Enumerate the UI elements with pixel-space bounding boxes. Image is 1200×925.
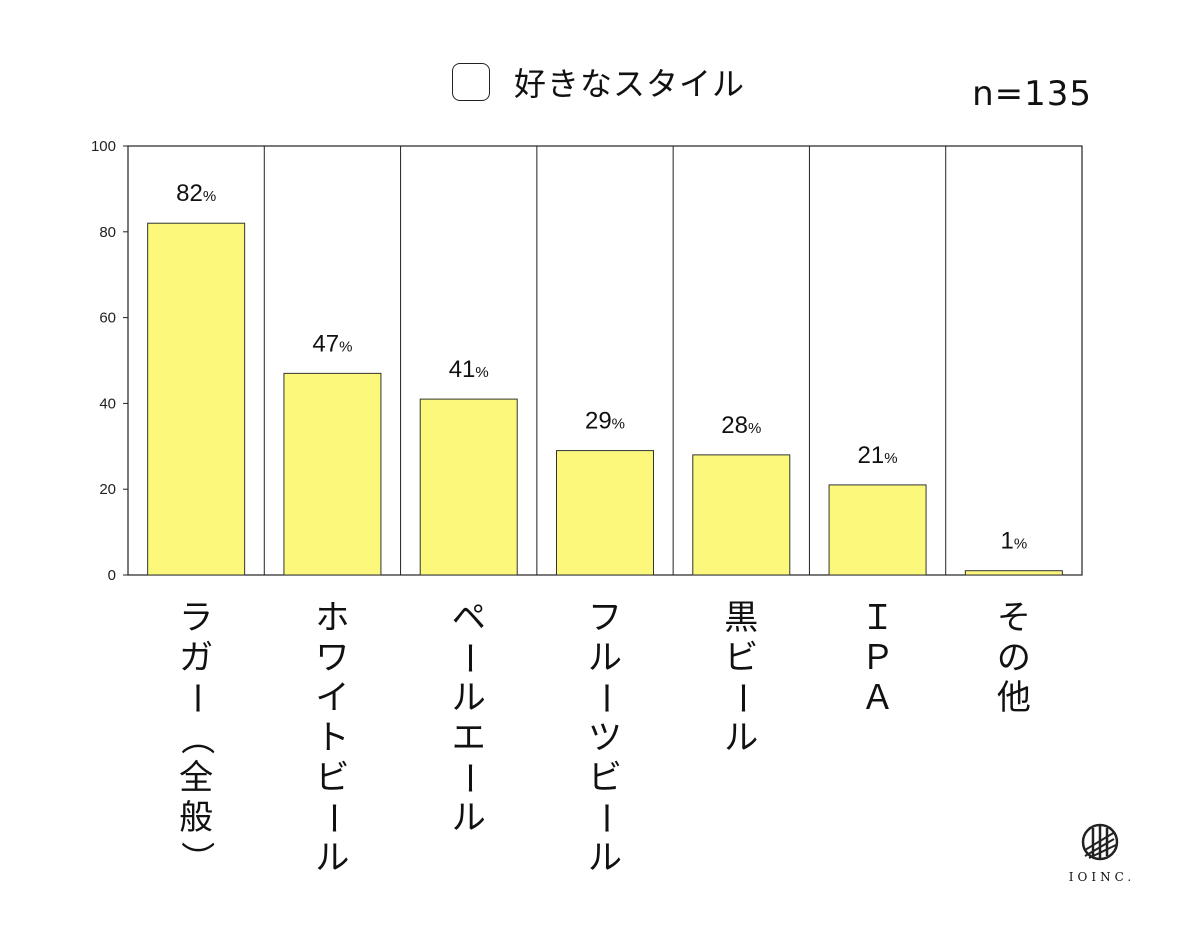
- y-tick-label: 80: [99, 224, 116, 241]
- svg-text:ル: ル: [588, 838, 622, 878]
- svg-text:の: の: [997, 638, 1031, 678]
- data-label: 29%: [585, 408, 625, 435]
- bar: [147, 222, 246, 576]
- data-label: 28%: [721, 412, 761, 439]
- svg-text:他: 他: [997, 678, 1031, 718]
- legend-label: 好きなスタイル: [514, 65, 746, 103]
- svg-text:ラ: ラ: [179, 598, 213, 638]
- x-tick-label: ＩＰＡ: [861, 598, 895, 718]
- svg-text:ガ: ガ: [179, 638, 213, 678]
- svg-text:ル: ル: [724, 718, 758, 758]
- svg-text:ツ: ツ: [588, 718, 622, 758]
- svg-text:般: 般: [179, 798, 213, 838]
- x-tick-label: その他: [997, 598, 1031, 718]
- data-label: 41%: [449, 356, 489, 383]
- legend-swatch: [452, 63, 490, 101]
- svg-text:ル: ル: [588, 638, 622, 678]
- svg-text:ー: ー: [585, 801, 625, 835]
- svg-text:フ: フ: [588, 598, 622, 638]
- y-tick-label: 40: [99, 395, 116, 412]
- svg-text:Ｉ: Ｉ: [861, 598, 895, 638]
- logo-text: IOINC.: [1068, 870, 1136, 884]
- data-label: 1%: [1001, 528, 1028, 555]
- svg-text:ペ: ペ: [452, 598, 486, 638]
- y-tick-label: 60: [99, 310, 116, 327]
- svg-text:（: （: [176, 721, 216, 755]
- y-tick-label: 20: [99, 481, 116, 498]
- svg-text:ル: ル: [452, 678, 486, 718]
- company-logo: IOINC.: [1060, 822, 1140, 884]
- svg-text:ー: ー: [176, 681, 216, 715]
- x-tick-label: ラガー （全般）: [176, 598, 216, 875]
- svg-text:黒: 黒: [724, 598, 758, 638]
- svg-text:全: 全: [179, 758, 213, 798]
- svg-text:ル: ル: [452, 798, 486, 838]
- y-tick-label: 0: [108, 567, 116, 584]
- chart-legend: 好きなスタイル: [452, 60, 745, 104]
- svg-text:Ａ: Ａ: [861, 678, 895, 718]
- data-label: 82%: [176, 180, 216, 207]
- svg-text:イ: イ: [315, 678, 349, 718]
- data-label: 21%: [858, 442, 898, 469]
- bar: [419, 398, 518, 576]
- svg-text:ー: ー: [312, 801, 352, 835]
- logo-mark-icon: [1081, 823, 1119, 861]
- bar: [828, 484, 927, 576]
- bar: [964, 570, 1063, 576]
- svg-text:ル: ル: [315, 838, 349, 878]
- bar: [283, 372, 382, 576]
- svg-text:ビ: ビ: [588, 758, 622, 798]
- svg-text:そ: そ: [997, 598, 1031, 638]
- svg-text:ビ: ビ: [724, 638, 758, 678]
- svg-text:ホ: ホ: [315, 598, 349, 638]
- svg-text:ー: ー: [449, 641, 489, 675]
- svg-text:ー: ー: [585, 681, 625, 715]
- svg-text:ビ: ビ: [315, 758, 349, 798]
- sample-size-label: n=135: [972, 74, 1092, 114]
- bar: [692, 454, 791, 576]
- data-label: 47%: [312, 330, 352, 357]
- svg-text:）: ）: [176, 841, 216, 875]
- y-tick-label: 100: [91, 138, 116, 155]
- svg-text:ト: ト: [315, 718, 349, 758]
- svg-text:ー: ー: [449, 761, 489, 795]
- svg-text:ー: ー: [721, 681, 761, 715]
- svg-text:Ｐ: Ｐ: [861, 638, 895, 678]
- svg-text:エ: エ: [452, 718, 486, 758]
- bar: [556, 450, 654, 576]
- svg-text:ワ: ワ: [315, 638, 349, 678]
